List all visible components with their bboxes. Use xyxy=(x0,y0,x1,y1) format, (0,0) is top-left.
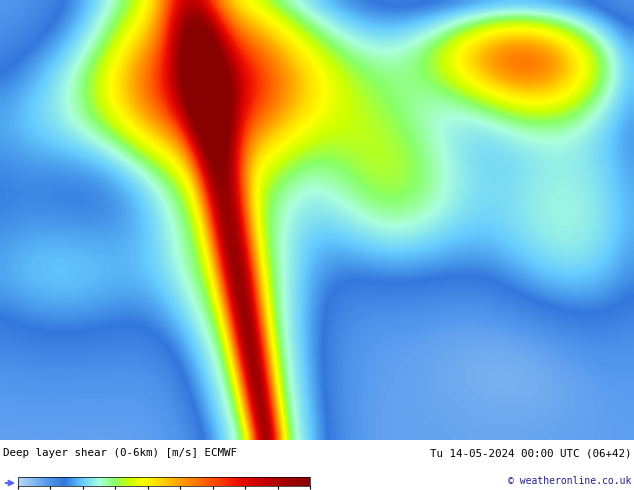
Text: © weatheronline.co.uk: © weatheronline.co.uk xyxy=(508,476,631,486)
Text: Deep layer shear (0-6km) [m/s] ECMWF: Deep layer shear (0-6km) [m/s] ECMWF xyxy=(3,448,237,458)
Text: Tu 14-05-2024 00:00 UTC (06+42): Tu 14-05-2024 00:00 UTC (06+42) xyxy=(429,448,631,458)
